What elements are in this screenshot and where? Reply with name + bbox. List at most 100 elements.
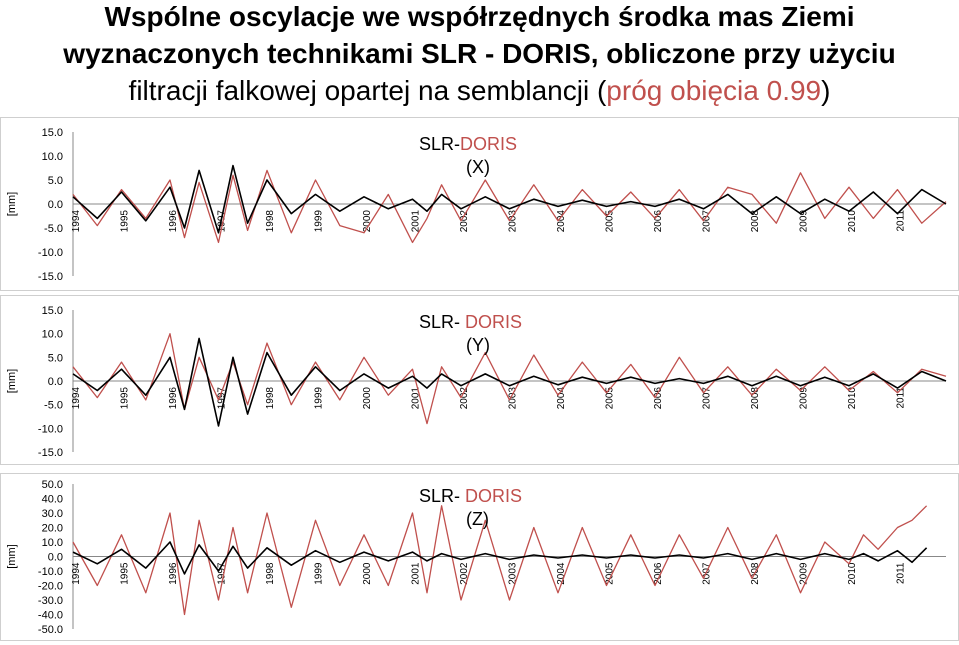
chart-label-part2: DORIS <box>465 486 522 506</box>
x-tick-label: 1995 <box>120 562 131 585</box>
y-tick-label: -40.0 <box>38 610 63 622</box>
x-tick-label: 1998 <box>265 562 276 585</box>
x-tick-label: 2008 <box>750 210 761 233</box>
y-tick-label: -10.0 <box>38 247 63 259</box>
x-tick-label: 2009 <box>799 210 810 233</box>
x-tick-label: 1999 <box>314 562 325 585</box>
y-axis-label: [mm] <box>6 369 18 393</box>
chart-label-sub: (X) <box>466 157 490 177</box>
chart-label-part1: SLR- <box>419 312 465 332</box>
x-tick-label: 1996 <box>168 387 179 410</box>
y-tick-label: 5.0 <box>48 175 63 187</box>
chart-label: SLR- DORIS <box>419 312 522 332</box>
x-tick-label: 2006 <box>653 562 664 585</box>
y-tick-label: 0.0 <box>48 199 63 211</box>
x-tick-label: 2006 <box>653 387 664 410</box>
x-tick-label: 2003 <box>508 210 519 233</box>
series-line-black <box>72 164 947 234</box>
x-tick-label: 2006 <box>653 210 664 233</box>
x-tick-label: 2002 <box>459 210 470 233</box>
y-tick-label: -30.0 <box>38 595 63 607</box>
x-tick-label: 1996 <box>168 210 179 233</box>
chart-label: SLR-DORIS <box>419 134 517 154</box>
x-tick-label: 1995 <box>120 387 131 410</box>
x-tick-label: 2007 <box>702 562 713 585</box>
title-line-3-suffix: ) <box>821 75 831 106</box>
x-tick-label: 2005 <box>605 387 616 410</box>
y-axis-label: [mm] <box>6 544 18 568</box>
x-tick-label: 1995 <box>120 210 131 233</box>
x-tick-label: 2000 <box>362 387 373 410</box>
y-tick-label: 5.0 <box>48 352 63 364</box>
x-tick-label: 1994 <box>71 210 82 233</box>
x-tick-label: 2010 <box>847 210 858 233</box>
x-tick-label: 2009 <box>799 562 810 585</box>
x-tick-label: 1999 <box>314 387 325 410</box>
y-tick-label: -10.0 <box>38 423 63 435</box>
y-tick-label: 0.0 <box>48 376 63 388</box>
y-tick-label: 30.0 <box>42 508 63 520</box>
chart-y-svg: 15.0 10.0 5.0 0.0 -5.0 -10.0 -15.0 [mm] 1994 1995… <box>6 305 947 459</box>
x-tick-label: 1994 <box>71 562 82 585</box>
chart-label: SLR- DORIS <box>419 486 522 506</box>
chart-label-sub: (Z) <box>466 509 489 529</box>
x-tick-label: 2001 <box>411 387 422 410</box>
title-line-3-accent: próg obięcia 0.99 <box>606 75 822 106</box>
chart-title: Wspólne oscylacje we współrzędnych środk… <box>0 0 959 109</box>
chart-label-part1: SLR- <box>419 486 465 506</box>
x-tick-label: 2008 <box>750 387 761 410</box>
y-tick-label: -15.0 <box>38 447 63 459</box>
y-tick-label: -5.0 <box>44 223 63 235</box>
y-tick-label: -10.0 <box>38 566 63 578</box>
chart-label-part2: DORIS <box>460 134 517 154</box>
chart-x-svg: 15.0 10.0 5.0 0.0 -5.0 -10.0 -15.0 [mm] 1994 1995… <box>6 127 947 283</box>
y-tick-label: 20.0 <box>42 523 63 535</box>
y-tick-label: 10.0 <box>42 151 63 163</box>
y-tick-label: 40.0 <box>42 494 63 506</box>
y-tick-label: 10.0 <box>42 329 63 341</box>
chart-label-part2: DORIS <box>465 312 522 332</box>
x-tick-label: 1997 <box>217 387 228 410</box>
x-tick-label: 2000 <box>362 210 373 233</box>
x-tick-label: 2008 <box>750 562 761 585</box>
chart-label-part1: SLR- <box>419 134 460 154</box>
x-tick-label: 2004 <box>556 210 567 233</box>
x-tick-label: 1998 <box>265 210 276 233</box>
x-tick-label: 2011 <box>896 210 907 232</box>
y-tick-label: 15.0 <box>42 305 63 317</box>
x-tick-label: 2001 <box>411 210 422 233</box>
series-line-red <box>72 169 947 244</box>
y-tick-label: 50.0 <box>42 479 63 491</box>
x-tick-label: 1998 <box>265 387 276 410</box>
chart-label-sub: (Y) <box>466 335 490 355</box>
x-tick-label: 2002 <box>459 562 470 585</box>
x-tick-label: 1999 <box>314 210 325 233</box>
x-tick-label: 2004 <box>556 562 567 585</box>
x-tick-label: 2010 <box>847 387 858 410</box>
y-tick-label: 0.0 <box>48 552 63 564</box>
y-tick-label: -5.0 <box>44 400 63 412</box>
x-tick-label: 2000 <box>362 562 373 585</box>
x-tick-label: 2007 <box>702 387 713 410</box>
chart-panel-y: 15.0 10.0 5.0 0.0 -5.0 -10.0 -15.0 [mm] 1994 1995… <box>0 295 959 465</box>
title-line-3: filtracji falkowej opartej na semblancji… <box>0 72 959 109</box>
x-tick-label: 1997 <box>217 562 228 585</box>
y-tick-label: 10.0 <box>42 537 63 549</box>
title-line-1: Wspólne oscylacje we współrzędnych środk… <box>104 1 855 32</box>
series-line-red <box>72 505 928 616</box>
x-tick-label: 2005 <box>605 210 616 233</box>
x-tick-label: 1997 <box>217 210 228 233</box>
x-tick-label: 2003 <box>508 562 519 585</box>
y-tick-label: -50.0 <box>38 624 63 636</box>
x-tick-label: 2002 <box>459 387 470 410</box>
x-tick-label: 2010 <box>847 562 858 585</box>
chart-panel-x: 15.0 10.0 5.0 0.0 -5.0 -10.0 -15.0 [mm] 1994 1995… <box>0 117 959 291</box>
x-tick-label: 2004 <box>556 387 567 410</box>
x-tick-label: 2007 <box>702 210 713 233</box>
x-tick-label: 2009 <box>799 387 810 410</box>
x-tick-label: 1996 <box>168 562 179 585</box>
chart-z-svg: 50.0 40.0 30.0 20.0 10.0 0.0 -10.0 -20.0 -30.0 -4… <box>6 479 946 636</box>
x-tick-label: 2011 <box>896 562 907 584</box>
y-tick-label: 15.0 <box>42 127 63 139</box>
series-line-black <box>72 541 928 575</box>
